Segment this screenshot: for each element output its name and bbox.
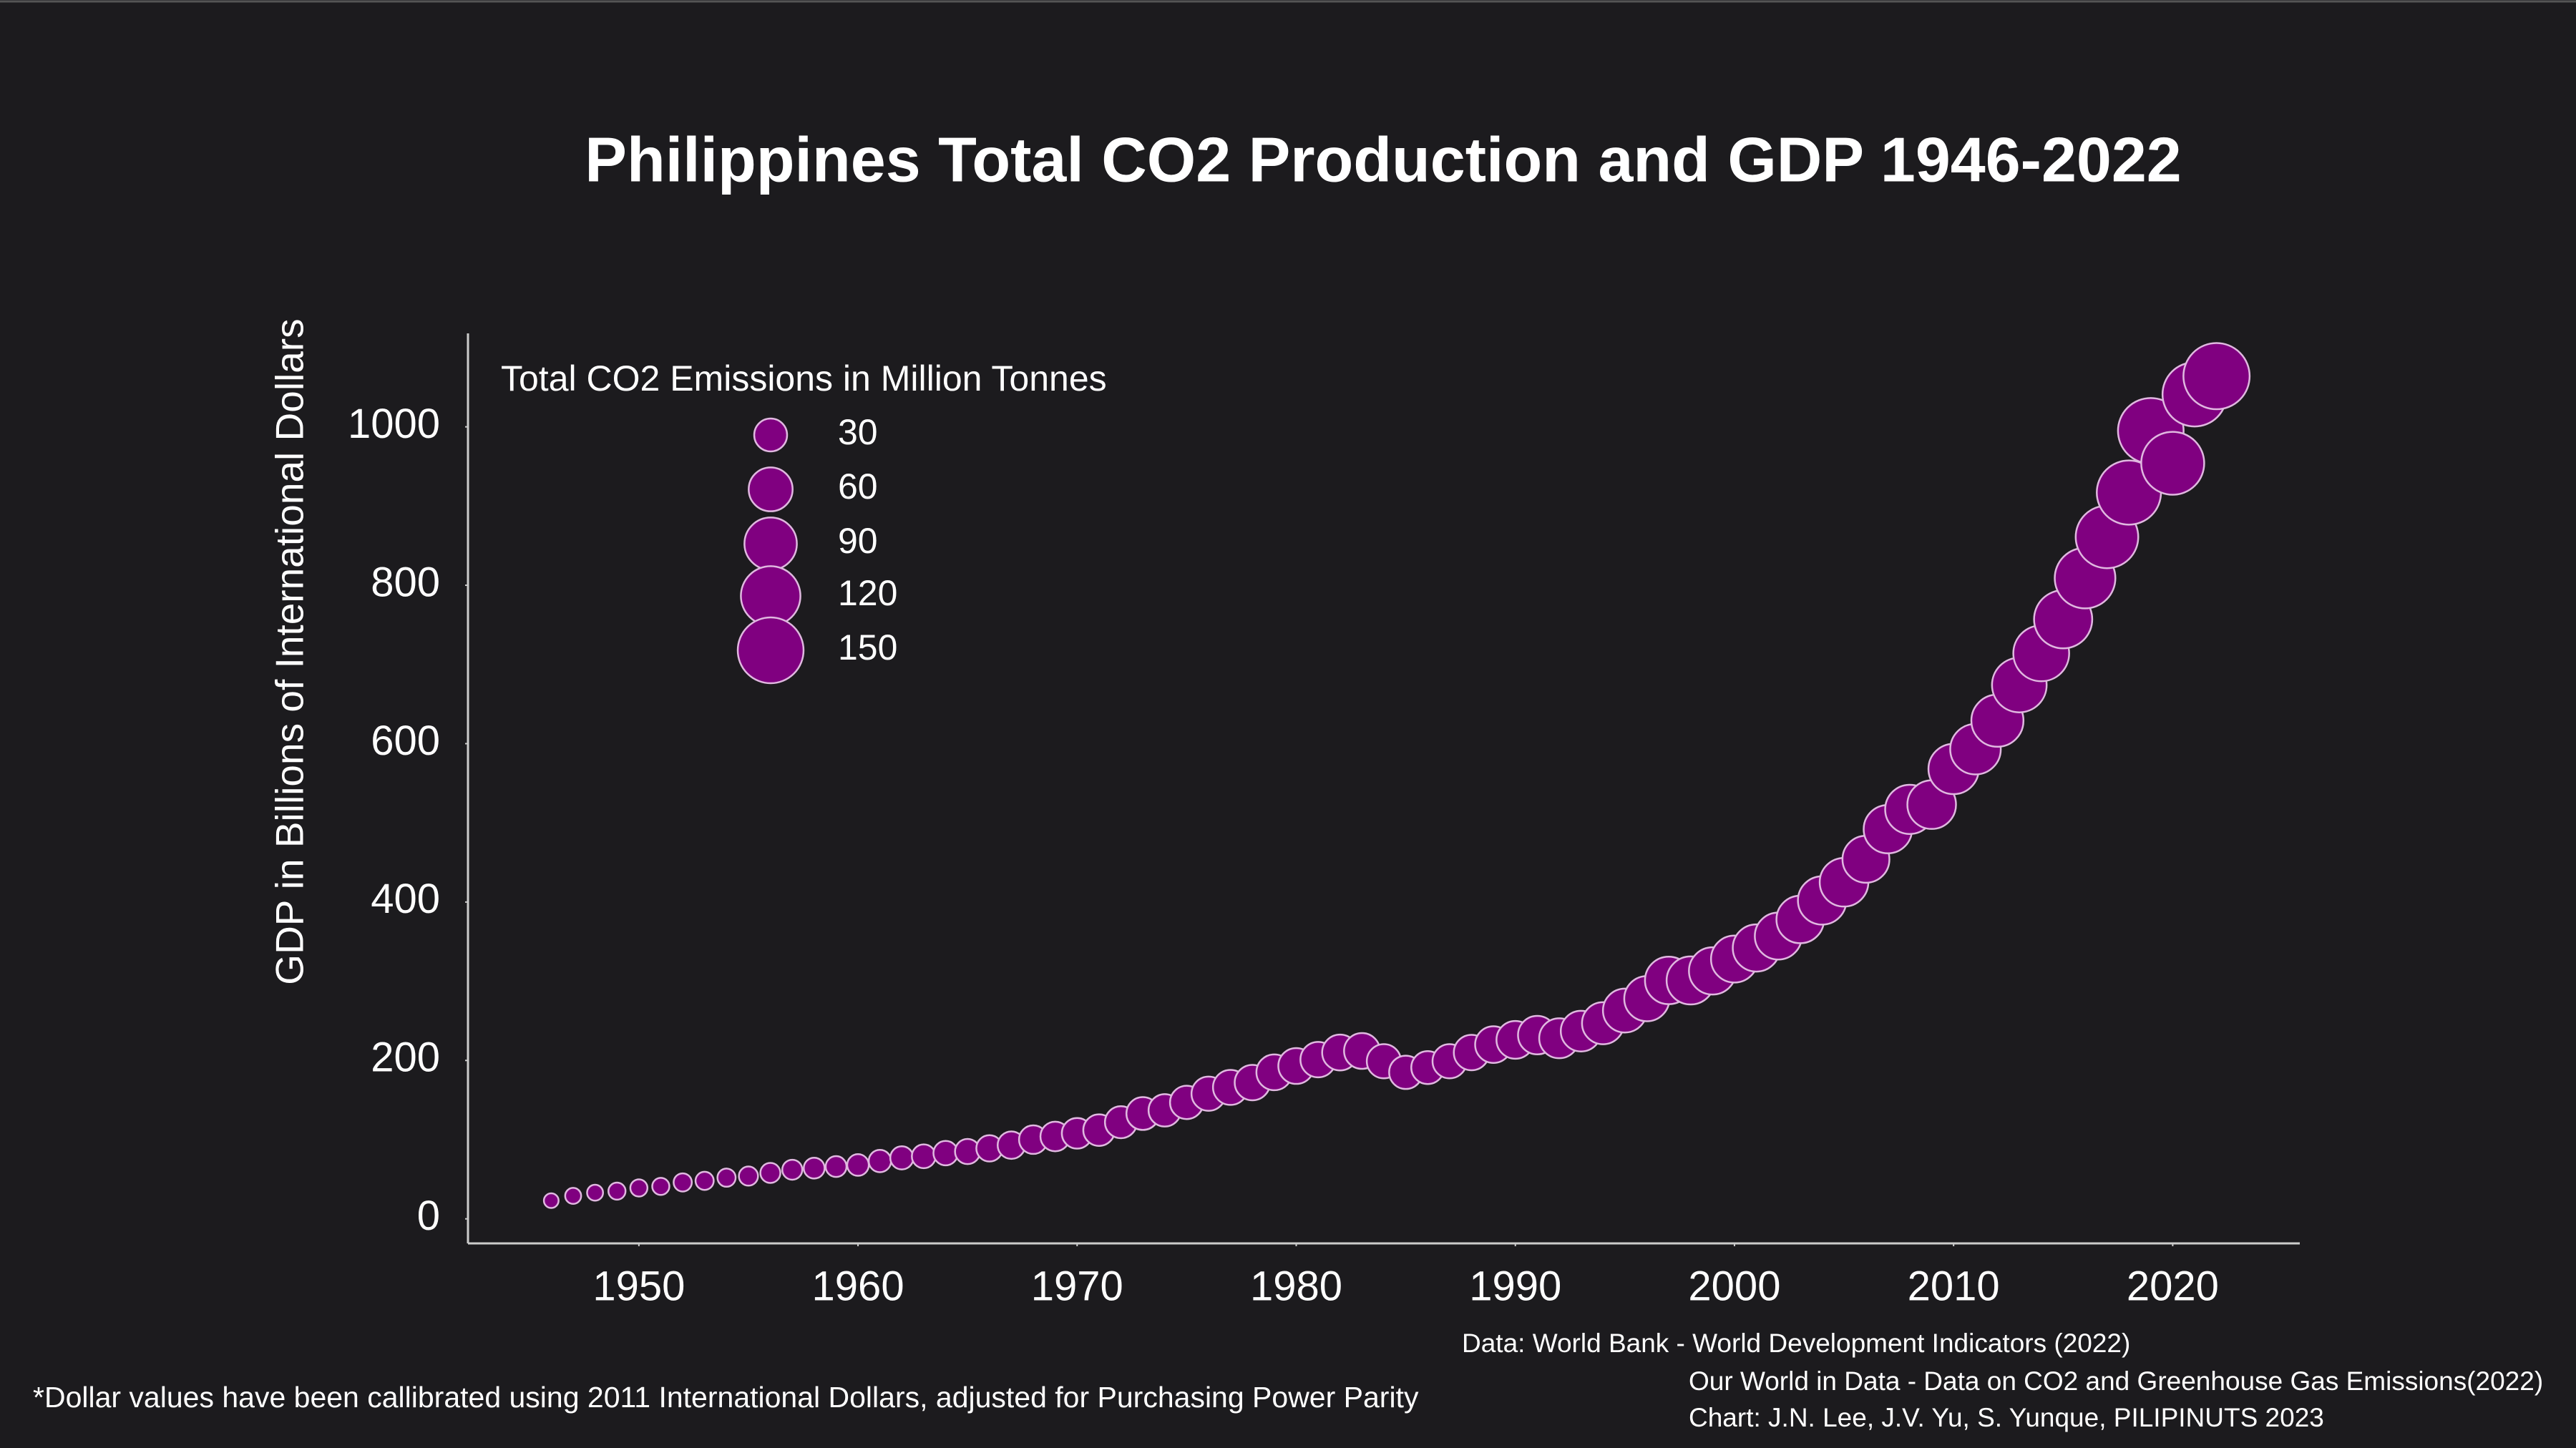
bubble: [846, 1153, 870, 1177]
x-tick-label: 1950: [592, 1263, 685, 1309]
bubble: [932, 1140, 959, 1167]
bubble: [803, 1157, 826, 1180]
legend-bubble: [743, 517, 798, 571]
x-tick-label: 2010: [1908, 1263, 2000, 1309]
bubble: [673, 1172, 693, 1193]
bubble: [694, 1170, 715, 1191]
y-tick-label: 600: [371, 718, 440, 764]
bubble: [542, 1192, 560, 1209]
source-line: Our World in Data - Data on CO2 and Gree…: [1689, 1366, 2543, 1396]
legend-title: Total CO2 Emissions in Million Tonnes: [501, 358, 1107, 398]
bubble: [824, 1155, 848, 1178]
legend-bubble: [736, 616, 805, 685]
bubble: [781, 1158, 804, 1181]
bubble: [586, 1183, 605, 1202]
y-tick-label: 0: [417, 1193, 440, 1239]
legend-label: 120: [838, 573, 897, 613]
y-tick-label: 200: [371, 1034, 440, 1081]
bubble: [651, 1177, 670, 1196]
y-tick-label: 800: [371, 559, 440, 605]
x-tick-label: 2000: [1688, 1263, 1780, 1309]
bubble: [608, 1181, 627, 1201]
legend-bubble: [753, 417, 789, 453]
y-axis-label: GDP in Billions of International Dollars: [268, 318, 312, 984]
footnote: *Dollar values have been callibrated usi…: [33, 1381, 1419, 1414]
x-tick-label: 1990: [1469, 1263, 1561, 1309]
legend-label: 60: [838, 466, 878, 507]
bubble: [759, 1162, 781, 1184]
source-line: Data: World Bank - World Development Ind…: [1462, 1329, 2130, 1358]
bubble: [911, 1143, 937, 1170]
legend-label: 150: [838, 627, 897, 667]
y-tick-label: 1000: [348, 401, 440, 447]
y-tick-label: 400: [371, 876, 440, 922]
bubble: [2140, 431, 2205, 496]
bubble: [738, 1165, 759, 1187]
bubble: [629, 1178, 649, 1198]
x-tick-label: 2020: [2127, 1263, 2219, 1309]
x-tick-label: 1970: [1031, 1263, 1123, 1309]
chart-title: Philippines Total CO2 Production and GDP…: [585, 124, 2182, 195]
bubble: [564, 1187, 582, 1205]
bubble: [889, 1145, 914, 1170]
bubble: [716, 1168, 737, 1188]
legend-bubble: [748, 466, 794, 512]
bubble: [2182, 342, 2251, 411]
source-line: Chart: J.N. Lee, J.V. Yu, S. Yunque, PIL…: [1689, 1403, 2324, 1432]
legend-label: 90: [838, 521, 878, 561]
x-tick-label: 1960: [812, 1263, 904, 1309]
x-tick-label: 1980: [1250, 1263, 1342, 1309]
legend-label: 30: [838, 412, 878, 452]
bubble: [867, 1148, 892, 1173]
